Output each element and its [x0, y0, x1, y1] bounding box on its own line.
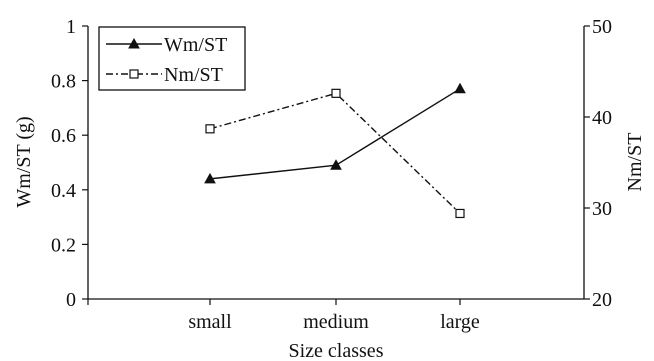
x-ticks: small medium large — [87, 299, 480, 333]
right-y-tick-label: 30 — [592, 198, 612, 220]
x-tick-label: large — [440, 311, 480, 333]
right-y-tick-label: 50 — [592, 16, 612, 38]
left-y-tick-label: 0.2 — [51, 234, 76, 256]
legend-box — [98, 26, 246, 91]
data-point-square — [455, 208, 465, 219]
data-point-triangle — [204, 172, 216, 184]
left-y-tick-label: 1 — [66, 16, 76, 38]
left-y-ticks: 0 0.2 0.4 0.6 0.8 1 — [51, 16, 88, 311]
x-tick-label: small — [188, 311, 232, 333]
x-axis-title: Size classes — [289, 340, 384, 361]
legend-label: Nm/ST — [164, 64, 223, 86]
left-y-tick-label: 0.6 — [51, 125, 76, 147]
left-y-axis-title: Wm/ST (g) — [13, 116, 35, 207]
x-tick-label: medium — [303, 311, 369, 333]
legend-marker-triangle — [128, 37, 140, 49]
right-y-tick-label: 20 — [592, 289, 612, 311]
legend-label: Wm/ST — [164, 34, 227, 56]
data-point-triangle — [330, 159, 342, 170]
data-point-square — [331, 88, 341, 98]
right-y-tick-label: 40 — [592, 107, 612, 129]
right-y-axis-title: Nm/ST — [624, 133, 646, 192]
series-layer — [204, 82, 466, 219]
data-point-triangle — [454, 82, 466, 94]
left-y-tick-label: 0 — [66, 289, 76, 311]
data-point-square — [205, 124, 215, 134]
legend-marker-square — [129, 69, 139, 79]
right-y-ticks: 20 30 40 50 — [584, 16, 612, 311]
left-y-tick-label: 0.4 — [51, 180, 76, 202]
legend: Wm/ST Nm/ST — [98, 26, 246, 91]
left-y-tick-label: 0.8 — [51, 71, 76, 93]
